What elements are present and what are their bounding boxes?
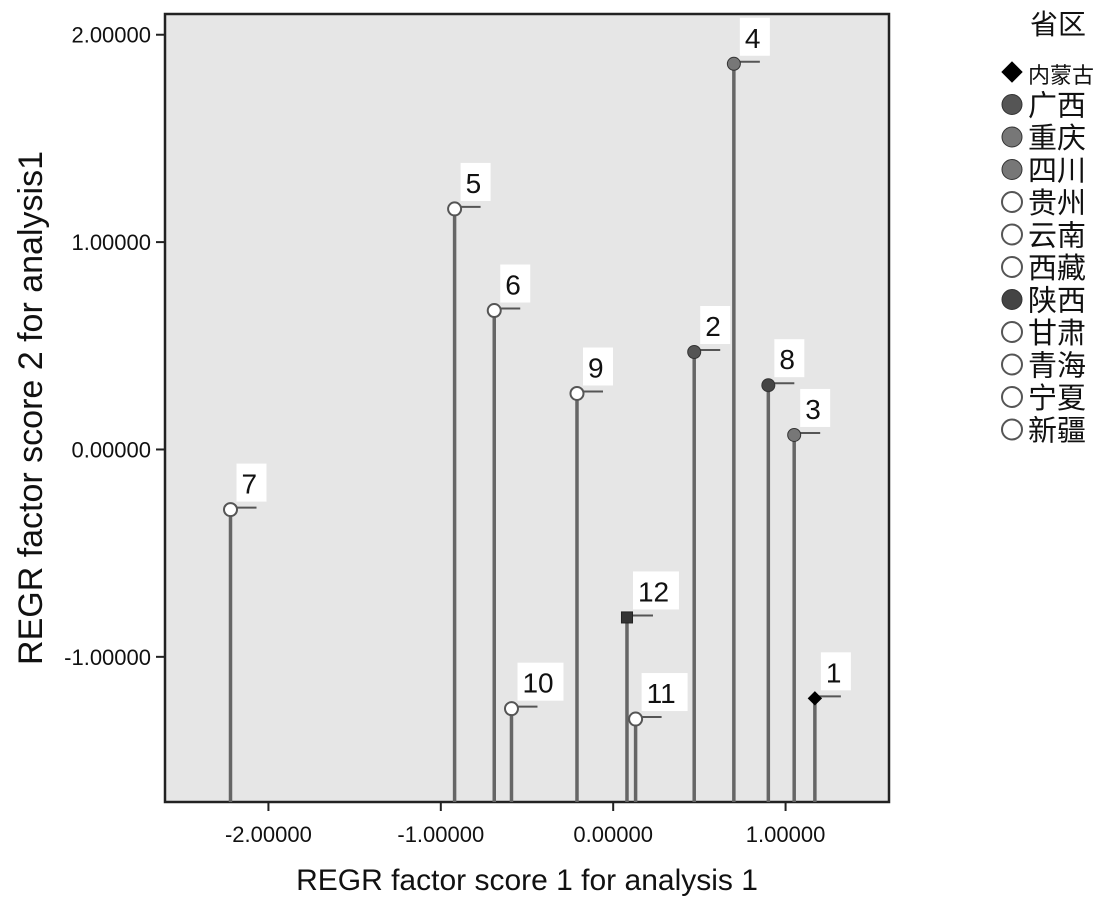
data-point xyxy=(486,303,502,319)
point-label: 7 xyxy=(242,469,258,500)
data-point xyxy=(628,711,644,727)
point-label: 1 xyxy=(826,657,842,688)
data-point xyxy=(807,691,823,706)
legend-marker xyxy=(1001,94,1023,115)
legend-item-label: 广西 xyxy=(1028,89,1086,123)
point-label-bg xyxy=(820,652,851,691)
data-point xyxy=(726,56,741,71)
point-label: 6 xyxy=(505,270,521,301)
y-tick-label: 1.00000 xyxy=(71,230,151,255)
data-point xyxy=(223,502,239,518)
y-axis-title: REGR factor score 2 for analysis1 xyxy=(12,151,50,665)
legend-item-label: 宁夏 xyxy=(1028,381,1086,415)
data-point xyxy=(569,385,585,401)
legend-item-label: 重庆 xyxy=(1028,121,1086,155)
point-label: 10 xyxy=(522,668,553,699)
point-label-bg xyxy=(582,347,613,386)
x-axis-title: REGR factor score 1 for analysis 1 xyxy=(296,864,758,897)
legend-marker xyxy=(1001,386,1023,408)
data-point xyxy=(620,611,634,624)
point-label: 4 xyxy=(745,23,761,54)
point-label-bg xyxy=(500,264,531,303)
legend-title: 省区 xyxy=(1030,8,1086,41)
legend-item-label: 青海 xyxy=(1028,349,1086,383)
legend-item-label: 西藏 xyxy=(1028,251,1086,285)
point-label: 3 xyxy=(805,394,821,425)
data-point xyxy=(687,345,702,360)
x-tick-label: -2.00000 xyxy=(225,822,312,847)
point-label: 5 xyxy=(466,168,482,199)
point-label-bg xyxy=(700,306,731,345)
point-label-bg xyxy=(236,463,267,502)
legend-item-label: 云南 xyxy=(1028,219,1086,253)
point-label-bg xyxy=(460,162,491,201)
legend-item-label: 新疆 xyxy=(1028,414,1086,448)
legend-marker xyxy=(1001,61,1023,83)
point-label: 9 xyxy=(588,352,604,383)
y-tick-label: 0.00000 xyxy=(71,437,151,462)
point-label: 11 xyxy=(647,678,676,709)
point-label-bg xyxy=(517,662,564,701)
legend-marker xyxy=(1001,191,1023,213)
legend-item-label: 甘肃 xyxy=(1028,316,1086,350)
x-tick-label: 1.00000 xyxy=(746,822,826,847)
data-point xyxy=(503,701,519,717)
point-label: 2 xyxy=(705,311,721,342)
y-tick-label: -1.00000 xyxy=(64,645,151,670)
legend-marker xyxy=(1001,289,1023,310)
legend-marker xyxy=(1001,418,1023,441)
legend-marker xyxy=(1001,353,1023,376)
point-label-bg xyxy=(632,571,679,610)
legend-marker xyxy=(1001,159,1023,180)
markers xyxy=(223,56,823,727)
x-axis: -2.00000 -1.00000 0.00000 1.00000 xyxy=(225,802,825,847)
legend-item-label: 陕西 xyxy=(1028,284,1086,318)
legend-marker xyxy=(1001,321,1023,343)
point-label-bg xyxy=(739,17,770,56)
legend-item-label: 四川 xyxy=(1028,154,1086,188)
legend-item-label: 内蒙古 xyxy=(1028,64,1094,89)
point-label-bg xyxy=(800,388,831,427)
point-label: 12 xyxy=(638,576,669,607)
x-tick-label: -1.00000 xyxy=(397,822,484,847)
data-point xyxy=(447,201,463,217)
point-label-bg xyxy=(641,673,688,712)
point-label-bg xyxy=(774,339,805,378)
x-tick-label: 0.00000 xyxy=(573,822,653,847)
data-point xyxy=(761,378,776,393)
y-axis: -1.00000 0.00000 1.00000 2.00000 xyxy=(64,23,165,670)
drop-lines xyxy=(228,60,841,802)
legend-marker xyxy=(1001,256,1023,278)
legend-marker xyxy=(1001,223,1023,246)
y-tick-label: 2.00000 xyxy=(71,23,151,48)
data-point xyxy=(787,427,802,442)
legend-marker xyxy=(1001,126,1023,148)
legend-item-label: 贵州 xyxy=(1028,186,1086,220)
point-label: 8 xyxy=(779,344,795,375)
